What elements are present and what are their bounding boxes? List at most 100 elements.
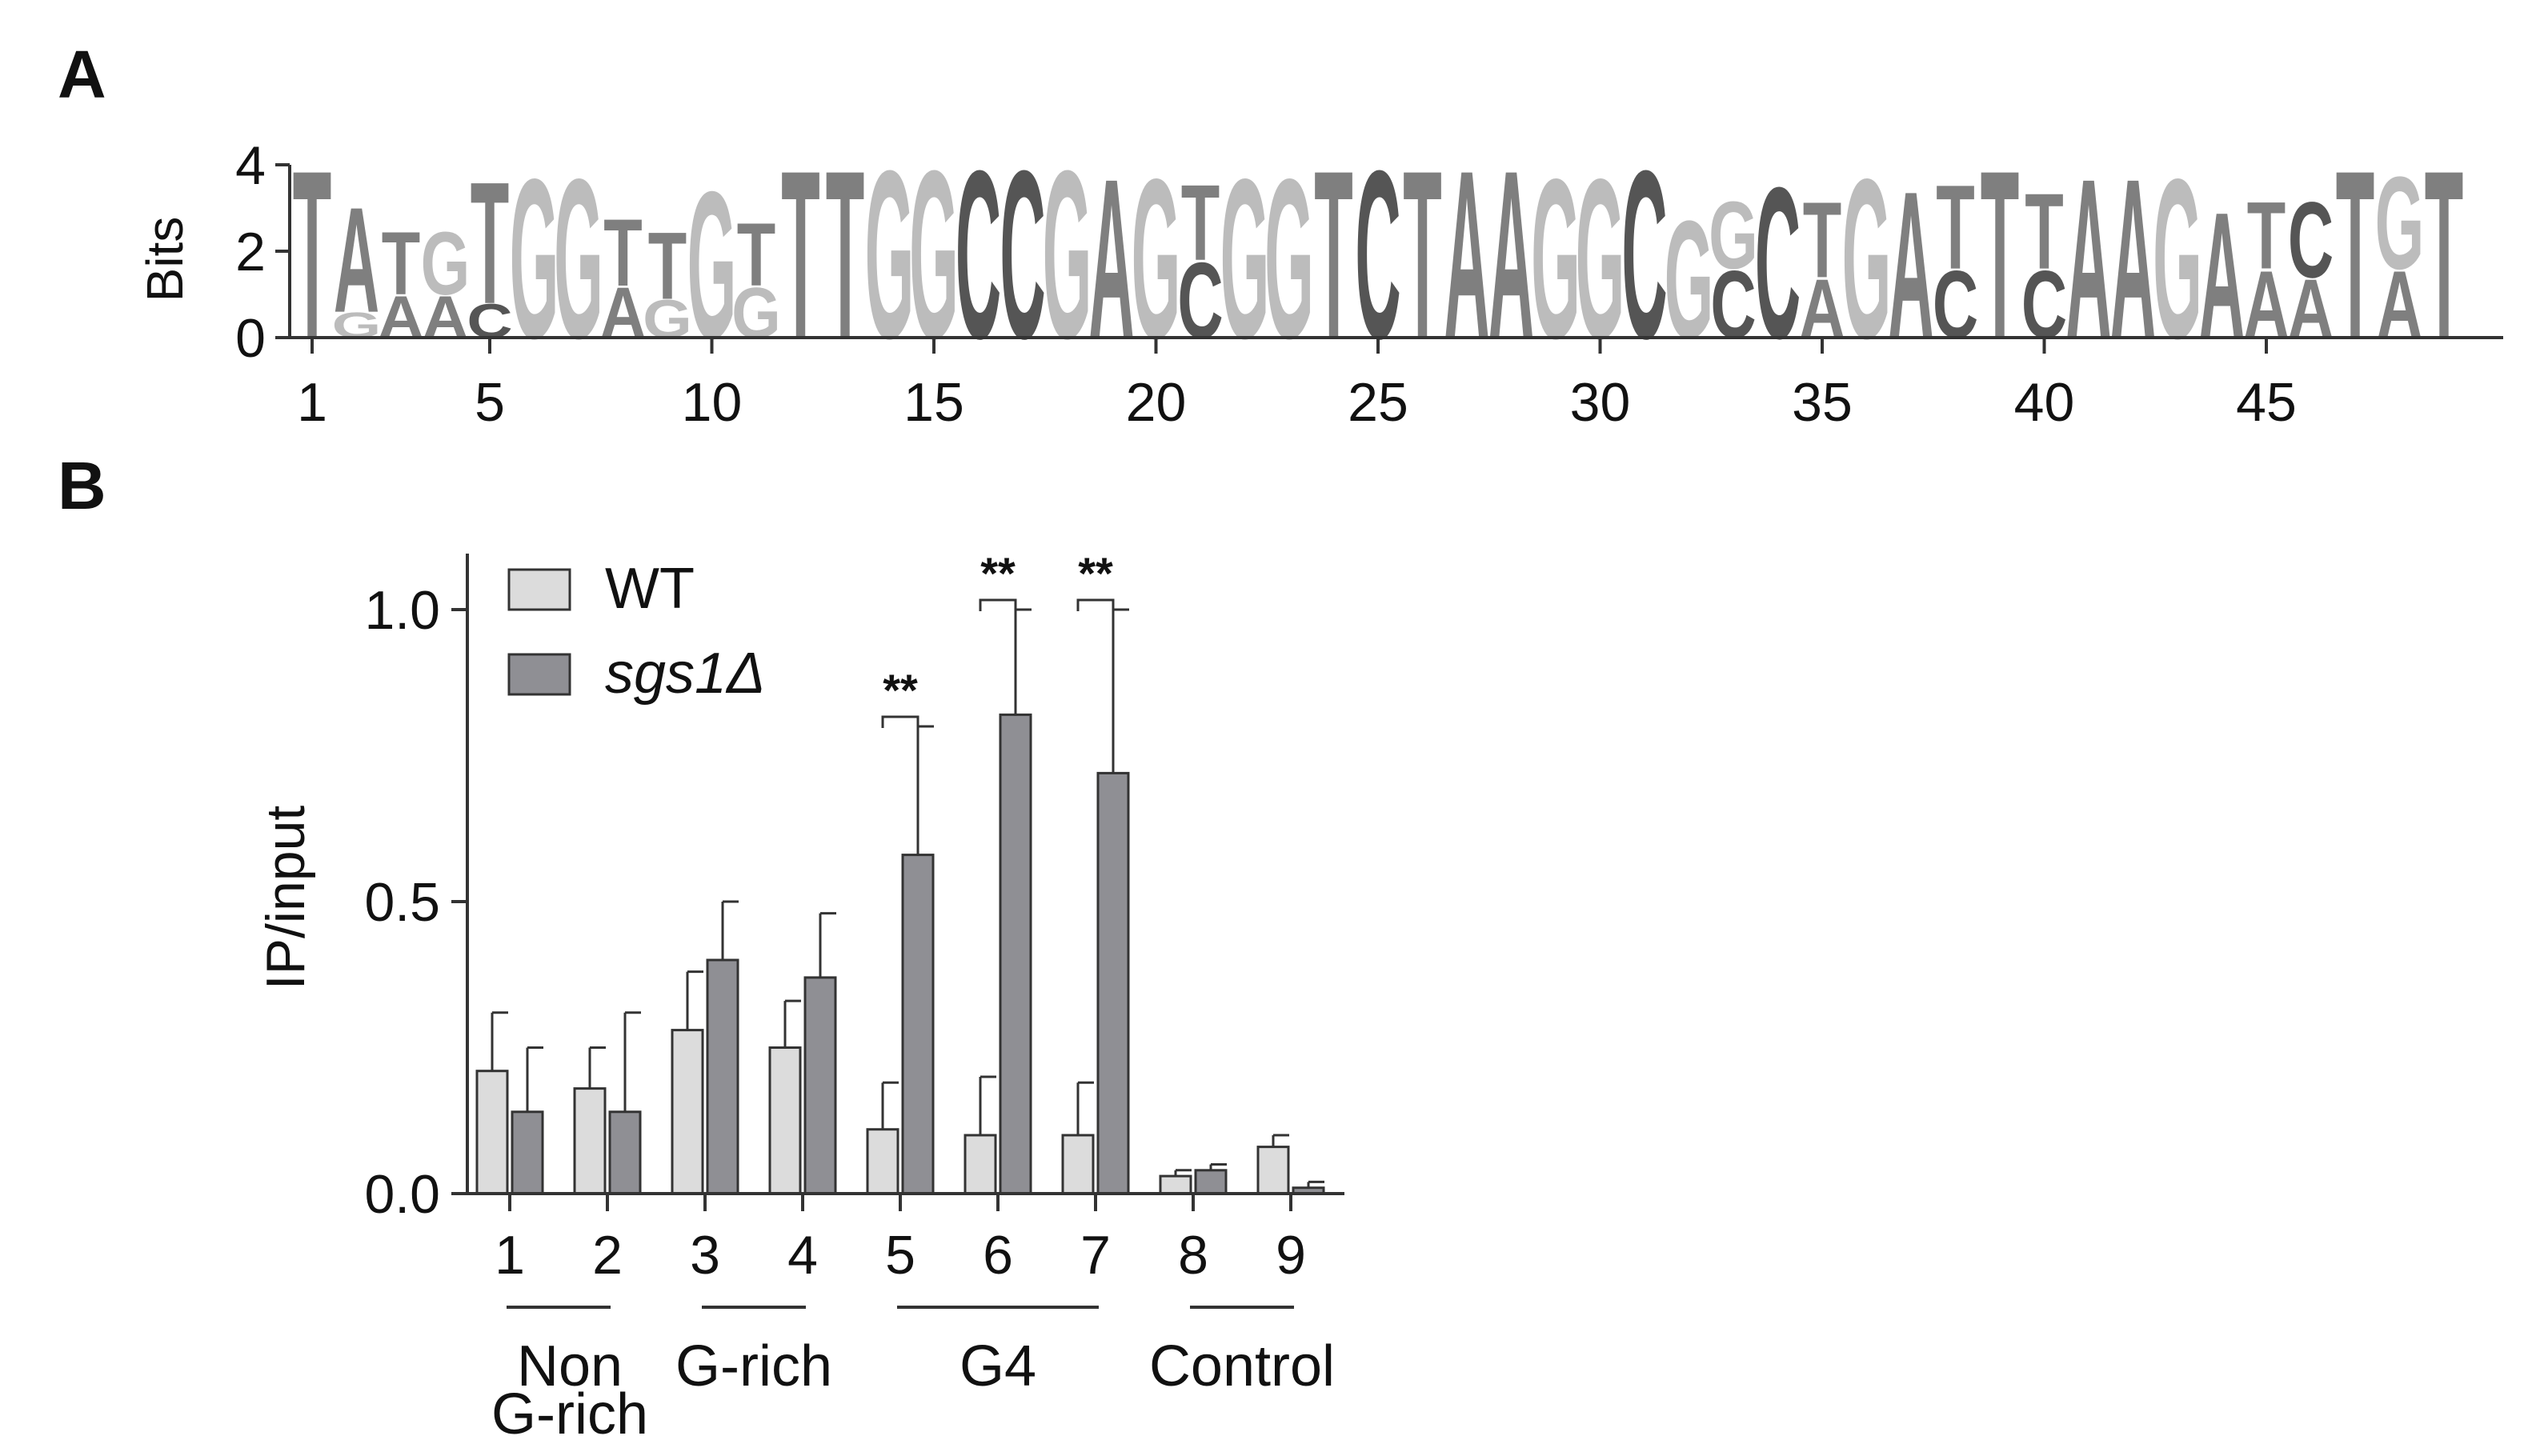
group-label: G-rich [675,1334,832,1398]
logo-x-tick-label: 35 [1792,372,1853,433]
bar-y-tick-label: 0.0 [364,1164,440,1225]
bar-x-tick-label: 5 [885,1225,915,1286]
logo-y-tick-label: 2 [235,222,266,282]
bar-y-tick-label: 1.0 [364,580,440,641]
bar [901,854,935,1195]
logo-y-tick-label: 4 [235,135,266,196]
logo-letter: A [1088,133,1134,386]
logo-x-tick-label: 30 [1570,372,1631,433]
legend-swatch-wt [507,568,571,611]
logo-letter: T [1803,181,1841,301]
logo-y-tick-label: 0 [235,308,266,369]
logo-letter: G [1264,133,1314,386]
logo-letter: C [1933,250,1978,358]
logo-letter: T [603,199,642,307]
legend-swatch-sgs1 [507,653,571,696]
bar-x-tick-label: 9 [1276,1225,1306,1286]
logo-x-tick-label: 45 [2236,372,2297,433]
bar-x-tick-label: 6 [983,1225,1013,1286]
logo-letter: A [1888,148,1933,383]
logo-letter: A [1488,121,1534,389]
bar [706,958,739,1195]
logo-letter: G [1665,185,1714,373]
logo-letter: T [2025,172,2063,292]
logo-letter: G [554,133,603,386]
logo-letter: T [1314,121,1352,389]
logo-axes [288,165,2503,339]
bar [671,1029,704,1195]
logo-x-tick-label: 25 [1348,372,1408,433]
logo-x-tick-label: 10 [682,372,743,433]
bar-x-tick-label: 1 [495,1225,525,1286]
logo-letter: A [2288,262,2334,355]
bar [1061,1134,1095,1195]
bar [768,1046,802,1195]
significance-label: ** [1078,548,1113,598]
bar-x-tick-label: 4 [787,1225,818,1286]
significance-markers: ** ** ** [881,548,1115,728]
bar [1096,771,1130,1195]
bar [866,1128,899,1195]
logo-letter: A [1444,121,1489,389]
logo-y-ticks: 0 2 4 [235,135,290,369]
group-label: Control [1149,1334,1335,1398]
logo-letter: A [2377,250,2422,358]
logo-letter: G [1220,133,1270,386]
bar-y-ticks: 0.0 0.5 1.0 [364,580,467,1225]
logo-x-ticks: 1 5 10 15 20 25 30 35 40 45 [297,338,2297,433]
logo-letter: A [2110,133,2156,386]
logo-letter: T [1981,121,2019,389]
bar [803,976,837,1195]
bar-y-tick-label: 0.5 [364,872,440,933]
logo-letter: C [1177,241,1223,361]
logo-letter: T [826,121,864,389]
logo-y-axis-title: Bits [136,217,194,302]
logo-letter: G [421,213,471,314]
logo-letter: A [600,272,646,353]
logo-letter: G [1709,182,1758,290]
bar [1256,1146,1290,1195]
group-label: G-rich [491,1382,648,1446]
logo-letter: T [2336,121,2374,389]
significance-bracket [979,598,1017,611]
significance-label: ** [883,665,918,715]
bar [999,713,1032,1195]
logo-x-tick-label: 20 [1126,372,1187,433]
legend-label-sgs1: sgs1Δ [605,642,765,706]
logo-letter: C [1755,143,1801,384]
logo-x-tick-label: 1 [297,372,327,433]
group-label: Non [517,1334,623,1398]
logo-letter: T [1936,161,1974,295]
bar [1194,1169,1228,1195]
bar [964,1134,997,1195]
significance-bracket [881,715,919,728]
logo-letter: G [510,133,559,386]
logo-letter: T [1181,163,1220,283]
logo-letter: C [2288,181,2334,301]
logo-letter: C [1621,121,1667,389]
logo-letter: A [2199,174,2245,376]
bar-axes [466,554,1344,1195]
bar-x-ticks: 1 2 3 4 5 6 7 8 9 [495,1194,1306,1286]
logo-letter: T [1403,121,1441,389]
legend-label-wt: WT [605,557,695,621]
bar [475,1070,509,1195]
panel-b-label: B [58,448,106,523]
logo-letter: T [781,121,819,389]
bar-x-tick-label: 7 [1080,1225,1111,1286]
logo-letter: T [2247,182,2286,290]
logo-letter: A [2065,133,2111,386]
significance-bracket [1076,598,1115,611]
logo-letter: T [648,212,687,320]
logo-letter: G [1531,133,1580,386]
bar-x-tick-label: 3 [690,1225,720,1286]
logo-letter: G [2375,150,2425,298]
bar [511,1110,544,1195]
logo-letter: G [731,272,781,353]
logo-letter: A [334,176,379,344]
legend: WT sgs1Δ [507,557,765,706]
